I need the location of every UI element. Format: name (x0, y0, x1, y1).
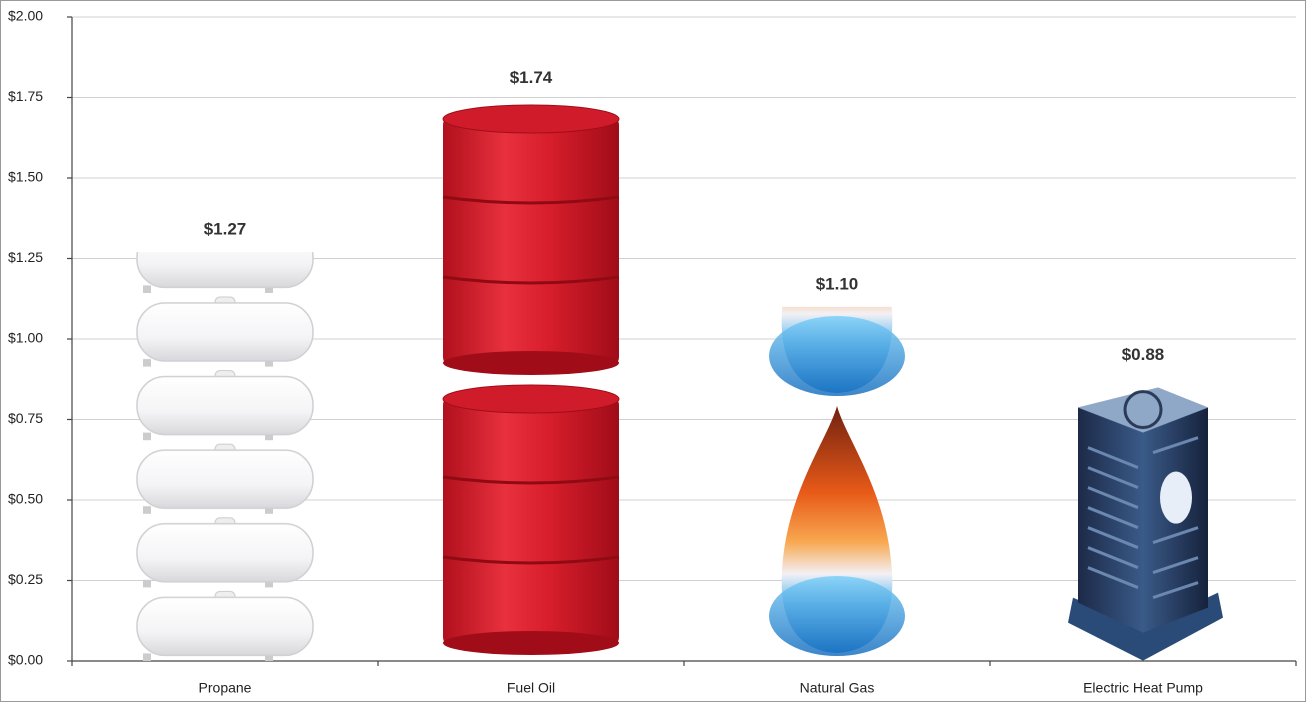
value-label: $1.10 (816, 274, 859, 293)
value-label: $1.27 (204, 220, 247, 239)
x-tick-label: Electric Heat Pump (1083, 680, 1203, 696)
y-tick-label: $0.00 (8, 652, 43, 668)
x-tick-label: Propane (199, 680, 252, 696)
x-tick-label: Natural Gas (800, 680, 875, 696)
y-tick-label: $1.75 (8, 88, 43, 104)
pictogram-bar (767, 306, 907, 661)
pictogram-bar (1058, 377, 1228, 661)
y-tick-label: $0.25 (8, 571, 43, 587)
y-tick-label: $2.00 (8, 8, 43, 24)
y-tick-label: $0.50 (8, 491, 43, 507)
y-tick-label: $1.25 (8, 249, 43, 265)
y-tick-label: $1.00 (8, 330, 43, 346)
pictogram-bar (441, 100, 621, 662)
value-label: $0.88 (1122, 345, 1165, 364)
x-tick-label: Fuel Oil (507, 680, 555, 696)
pictogram-bar (135, 252, 315, 661)
y-tick-label: $1.50 (8, 169, 43, 185)
value-label: $1.74 (510, 68, 553, 87)
y-tick-label: $0.75 (8, 410, 43, 426)
plot-area: $0.00 $0.25 $0.50 $0.75 $1.00 $1.25 $1.50 $1.75… (8, 8, 1297, 696)
